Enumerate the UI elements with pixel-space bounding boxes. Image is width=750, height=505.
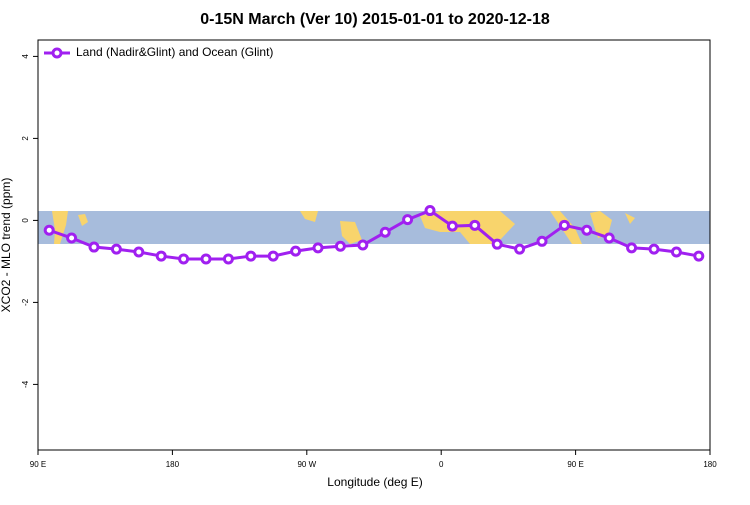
data-point <box>558 219 570 231</box>
data-point <box>581 224 593 236</box>
y-tick-label: 2 <box>21 136 30 141</box>
data-point <box>379 226 391 238</box>
chart-title: 0-15N March (Ver 10) 2015-01-01 to 2020-… <box>200 11 550 28</box>
y-tick-label: -2 <box>21 298 30 306</box>
data-point <box>514 243 526 255</box>
data-point <box>402 214 414 226</box>
x-tick-label: 90 W <box>297 460 316 469</box>
data-point <box>88 241 100 253</box>
x-tick-label: 180 <box>166 460 180 469</box>
data-point <box>155 250 167 262</box>
x-tick-label: 90 E <box>567 460 583 469</box>
plot-frame <box>37 39 711 451</box>
data-point <box>178 253 190 265</box>
data-point <box>334 240 346 252</box>
data-point <box>200 253 212 265</box>
data-point <box>133 246 145 258</box>
data-point <box>469 219 481 231</box>
x-axis-label: Longitude (deg E) <box>327 475 422 489</box>
legend: Land (Nadir&Glint) and Ocean (Glint) <box>44 45 273 59</box>
x-tick-label: 90 E <box>30 460 46 469</box>
y-tick-label: 4 <box>21 54 30 59</box>
data-point <box>357 239 369 251</box>
data-point <box>491 238 503 250</box>
data-point <box>312 242 324 254</box>
data-point <box>245 250 257 262</box>
x-tick-label: 180 <box>703 460 717 469</box>
data-point <box>66 232 78 244</box>
data-point <box>424 205 436 217</box>
y-axis-label: XCO2 - MLO trend (ppm) <box>0 178 13 313</box>
data-point <box>670 246 682 258</box>
y-tick-label: -4 <box>21 380 30 388</box>
legend-label: Land (Nadir&Glint) and Ocean (Glint) <box>76 45 273 59</box>
data-point <box>626 242 638 254</box>
data-point <box>446 220 458 232</box>
x-tick-label: 0 <box>439 460 444 469</box>
data-point <box>43 224 55 236</box>
data-point <box>110 243 122 255</box>
legend-marker <box>51 47 63 59</box>
data-point <box>222 253 234 265</box>
data-point <box>290 245 302 257</box>
y-tick-label: 0 <box>21 218 30 223</box>
data-point <box>603 232 615 244</box>
data-point <box>648 243 660 255</box>
data-point <box>536 235 548 247</box>
data-point <box>267 250 279 262</box>
data-point <box>693 250 705 262</box>
